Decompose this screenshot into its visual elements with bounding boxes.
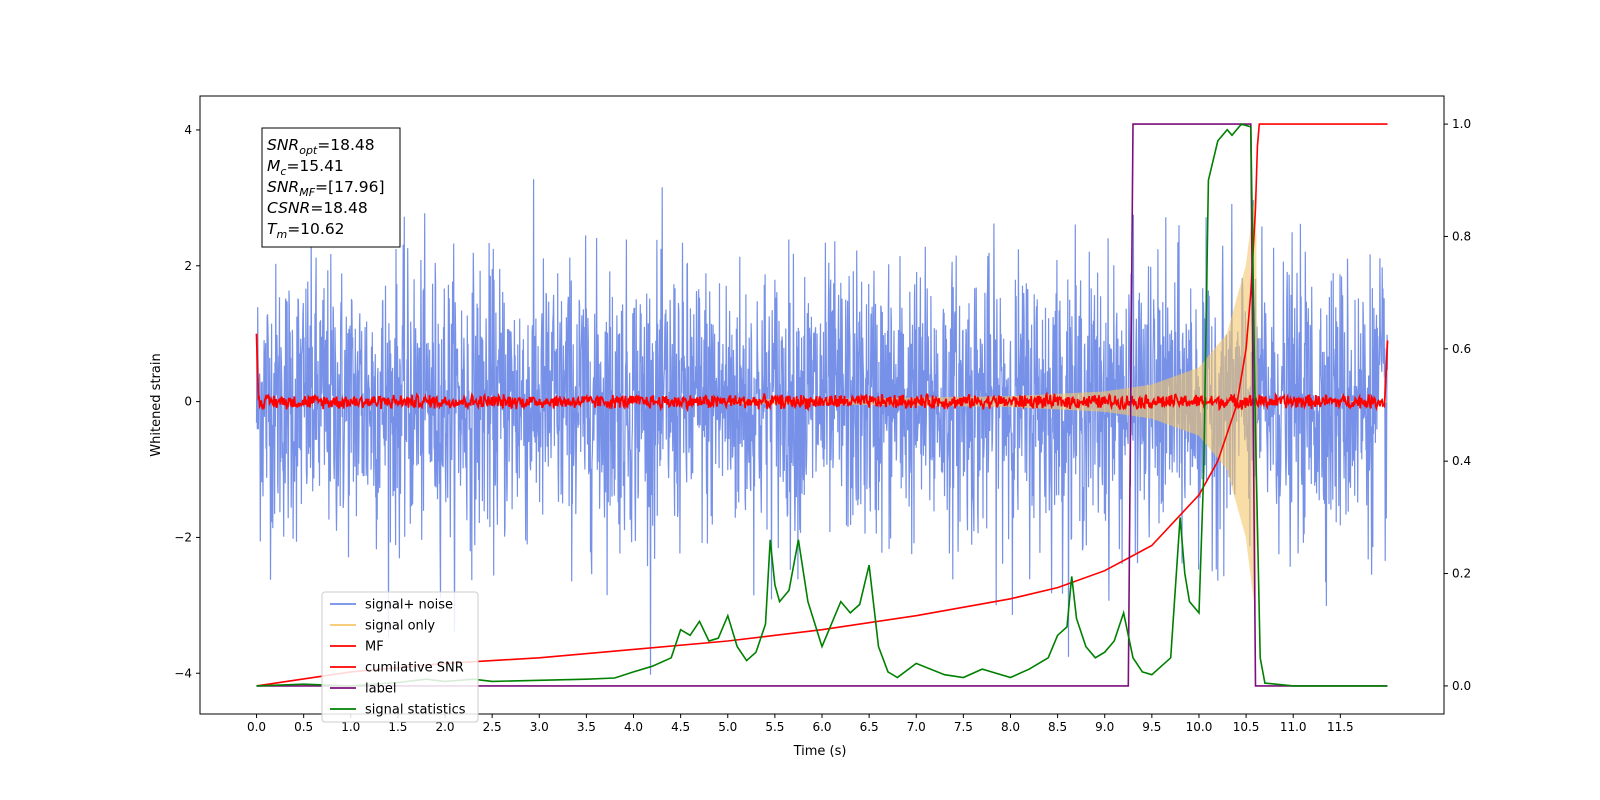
x-tick-label: 6.5 [860,720,879,734]
x-tick-label: 8.5 [1048,720,1067,734]
series-signal-statistics [256,123,1388,687]
legend: signal+ noise signal only MF cumilative SNR… [321,591,479,723]
legend-label: signal+ noise [365,598,453,613]
legend-label: label [365,682,396,697]
y-tick-label: 2 [184,259,192,273]
x-tick-label: 1.0 [341,720,360,734]
y-tick-label: −4 [174,666,192,680]
y2-tick-label: 0.6 [1452,342,1471,356]
x-tick-label: 9.0 [1095,720,1114,734]
legend-label: MF [365,640,384,655]
x-tick-label: 11.5 [1327,720,1354,734]
x-tick-label: 0.5 [294,720,313,734]
series-label [256,123,1388,687]
y-tick-label: 4 [184,123,192,137]
y-tick-label: 0 [184,395,192,409]
x-tick-label: 3.0 [530,720,549,734]
x-tick-label: 0.0 [247,720,266,734]
annotation-line: SNRMF=[17.96] [267,178,385,199]
y2-tick-label: 0.4 [1452,454,1471,468]
y2-tick-label: 0.0 [1452,679,1471,693]
x-tick-label: 8.0 [1001,720,1020,734]
x-tick-label: 10.5 [1233,720,1260,734]
annotation-box: SNRopt=18.48Mc=15.41SNRMF=[17.96]CSNR=18… [261,127,401,248]
legend-label: cumilative SNR [365,661,464,676]
annotation-line: Tm=10.62 [267,220,345,241]
x-tick-label: 5.0 [718,720,737,734]
legend-frame [321,591,479,723]
x-tick-label: 4.5 [671,720,690,734]
legend-label: signal only [365,619,435,634]
series-mf [255,333,1389,413]
y-axis-label: Whitened strain [149,353,164,456]
x-tick-label: 1.5 [388,720,407,734]
plot-area [255,123,1389,687]
axis-ticks: 0.0 0.5 1.0 1.5 2.0 2.5 3.0 3.5 4.0 4.5 5.0 5.5 6.0 6… [174,117,1471,734]
y2-tick-label: 1.0 [1452,117,1471,131]
annotation-line: Mc=15.41 [267,157,344,178]
annotation-line: SNRopt=18.48 [267,136,375,157]
x-tick-label: 10.0 [1186,720,1213,734]
y-tick-label: −2 [174,530,192,544]
x-tick-label: 11.0 [1280,720,1307,734]
x-tick-label: 7.5 [954,720,973,734]
legend-label: signal statistics [365,703,466,718]
y2-tick-label: 0.8 [1452,229,1471,243]
x-tick-label: 7.0 [907,720,926,734]
x-tick-label: 6.0 [812,720,831,734]
x-tick-label: 9.5 [1142,720,1161,734]
annotation-frame [261,127,401,248]
series-cumulative-snr [256,123,1388,687]
x-tick-label: 2.0 [435,720,454,734]
x-tick-label: 4.0 [624,720,643,734]
x-axis-label: Time (s) [793,744,847,759]
x-tick-label: 5.5 [765,720,784,734]
y2-tick-label: 0.2 [1452,567,1471,581]
annotation-line: CSNR=18.48 [267,199,368,217]
x-tick-label: 2.5 [483,720,502,734]
x-tick-label: 3.5 [577,720,596,734]
